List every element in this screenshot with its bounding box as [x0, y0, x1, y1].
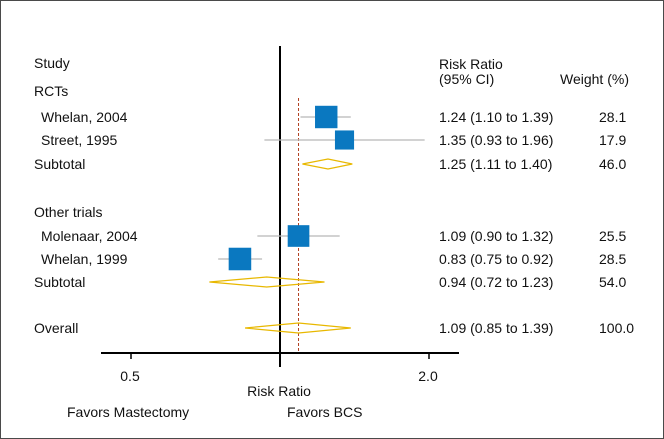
study-marker-molenaar-2004	[287, 225, 310, 247]
study-name-whelan-1999: Whelan, 1999	[41, 251, 128, 267]
subtotal-label-other-trials: Subtotal	[34, 274, 85, 290]
subtotal-diamond-group-1	[302, 158, 353, 170]
ci-text-subtotal-other-trials: 0.94 (0.72 to 1.23)	[439, 274, 553, 290]
ci-text-whelan-1999: 0.83 (0.75 to 0.92)	[439, 251, 553, 267]
header-ci: (95% CI)	[439, 71, 494, 87]
header-risk-ratio: Risk Ratio	[439, 56, 503, 72]
group-label-other-trials: Other trials	[34, 204, 102, 220]
ci-text-overall: 1.09 (0.85 to 1.39)	[439, 320, 553, 336]
weight-whelan-2004: 28.1	[599, 109, 626, 125]
favors-mastectomy-label: Favors Mastectomy	[67, 404, 189, 420]
overall-diamond	[245, 322, 351, 334]
favors-bcs-label: Favors BCS	[287, 404, 362, 420]
header-study: Study	[34, 55, 70, 71]
x-tick-label-2-0: 2.0	[418, 368, 438, 384]
study-name-whelan-2004: Whelan, 2004	[41, 109, 128, 125]
group-label-rcts: RCTs	[34, 83, 68, 99]
ci-text-street-1995: 1.35 (0.93 to 1.96)	[439, 132, 553, 148]
study-name-street-1995: Street, 1995	[41, 132, 117, 148]
study-marker-whelan-2004	[315, 105, 338, 129]
weight-overall: 100.0	[599, 320, 634, 336]
study-marker-street-1995	[334, 130, 355, 150]
study-marker-whelan-1999	[228, 247, 252, 271]
ci-text-whelan-2004: 1.24 (1.10 to 1.39)	[439, 109, 553, 125]
ci-text-molenaar-2004: 1.09 (0.90 to 1.32)	[439, 228, 553, 244]
subtotal-diamond-group-2	[209, 276, 325, 288]
header-weight: Weight (%)	[560, 71, 629, 87]
weight-subtotal-rcts: 46.0	[599, 156, 626, 172]
study-name-molenaar-2004: Molenaar, 2004	[41, 228, 138, 244]
subtotal-label-rcts: Subtotal	[34, 156, 85, 172]
x-axis-title: Risk Ratio	[247, 383, 311, 399]
weight-molenaar-2004: 25.5	[599, 228, 626, 244]
overall-label: Overall	[34, 320, 78, 336]
x-tick-label-0-5: 0.5	[120, 368, 140, 384]
weight-whelan-1999: 28.5	[599, 251, 626, 267]
ci-text-subtotal-rcts: 1.25 (1.11 to 1.40)	[439, 156, 552, 172]
weight-subtotal-other-trials: 54.0	[599, 274, 626, 290]
weight-street-1995: 17.9	[599, 132, 626, 148]
